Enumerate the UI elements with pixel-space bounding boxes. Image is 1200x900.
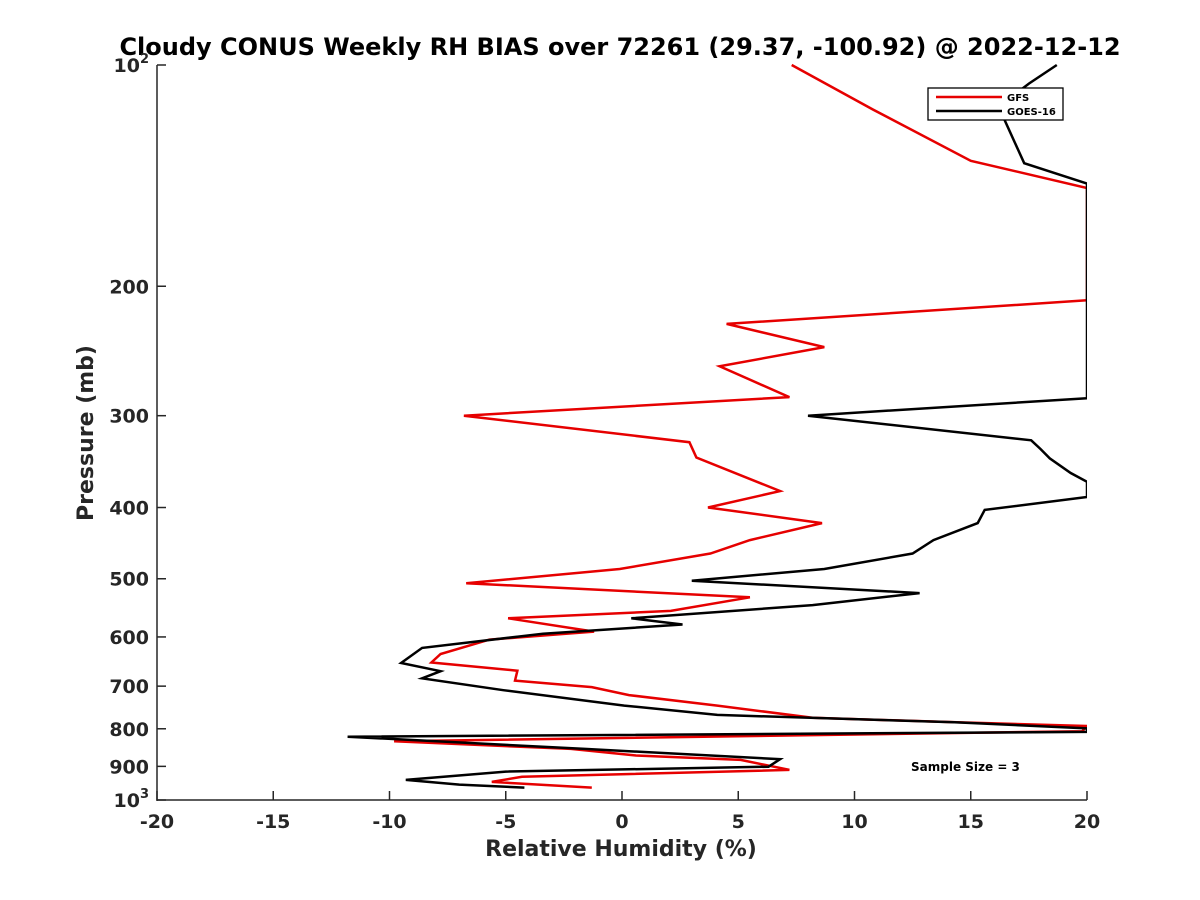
legend: GFS GOES-16 (927, 87, 1064, 121)
legend-box (927, 87, 1064, 121)
legend-label-goes16: GOES-16 (1007, 107, 1056, 118)
y-tick-label: 700 (109, 676, 149, 698)
x-tick-label: 15 (958, 811, 984, 833)
x-tick-label: 5 (732, 811, 745, 833)
y-tick-label: 900 (109, 756, 149, 778)
y-tick-label: 600 (109, 627, 149, 649)
y-tick-label: 103 (114, 787, 150, 812)
chart-title: Cloudy CONUS Weekly RH BIAS over 72261 (… (119, 33, 1120, 61)
y-tick-label: 200 (109, 276, 149, 298)
y-axis-label: Pressure (mb) (74, 345, 99, 521)
x-tick-label: 0 (615, 811, 628, 833)
x-tick-label: 20 (1074, 811, 1100, 833)
x-tick-label: -10 (372, 811, 406, 833)
x-tick-label: 10 (841, 811, 867, 833)
y-tick-label: 400 (109, 498, 149, 520)
sample-size-annotation: Sample Size = 3 (911, 760, 1020, 774)
x-ticks: -20 -15 -10 -5 0 5 10 15 20 (140, 791, 1100, 833)
y-tick-label: 500 (109, 569, 149, 591)
y-ticks: 102 200 300 400 500 600 700 800 900 103 (109, 52, 166, 812)
x-tick-label: -15 (256, 811, 290, 833)
x-tick-label: -5 (495, 811, 516, 833)
legend-label-gfs: GFS (1007, 93, 1029, 104)
y-tick-label: 102 (114, 52, 150, 77)
series-line-goes-16 (347, 63, 1087, 789)
y-tick-label: 800 (109, 719, 149, 741)
x-tick-label: -20 (140, 811, 174, 833)
series-layer (347, 63, 1087, 789)
y-tick-label: 300 (109, 406, 149, 428)
series-line-gfs (394, 63, 1087, 789)
x-axis-label: Relative Humidity (%) (485, 837, 757, 862)
